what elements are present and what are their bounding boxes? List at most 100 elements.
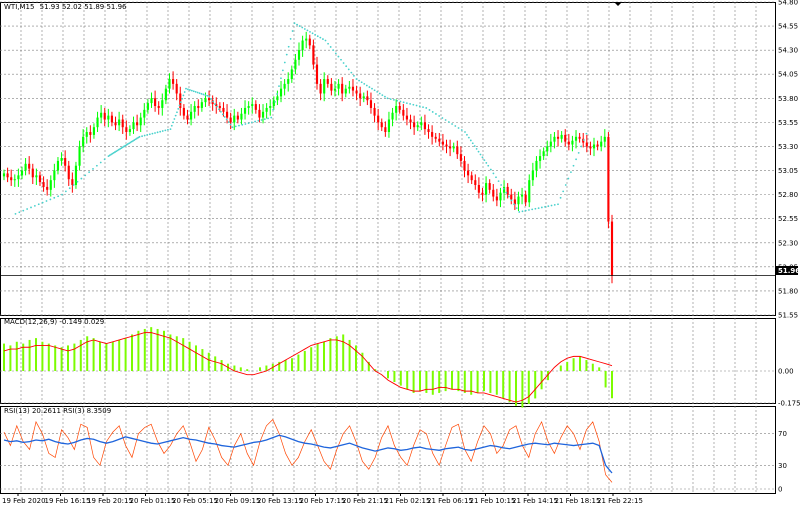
psar-dot <box>80 177 83 180</box>
psar-dot <box>393 99 395 101</box>
psar-dot <box>161 130 164 132</box>
psar-dot <box>365 84 368 87</box>
candle-body <box>402 109 405 116</box>
psar-dot <box>141 135 143 138</box>
psar-dot <box>110 153 112 156</box>
candle-body <box>229 117 232 123</box>
candle-body <box>384 127 387 133</box>
psar-dot <box>14 212 17 215</box>
psar-dot <box>181 97 184 100</box>
candle-body <box>560 134 563 139</box>
psar-dot <box>327 42 329 45</box>
candle-body <box>531 170 534 181</box>
candle-body <box>578 136 581 139</box>
psar-dot <box>412 103 415 106</box>
psar-dot <box>267 117 269 120</box>
time-tick-label: 21 Feb 10:15 <box>470 497 516 505</box>
psar-dot <box>422 106 424 109</box>
psar-dot <box>309 30 311 33</box>
candle-body <box>110 115 114 123</box>
candle-body <box>118 119 121 126</box>
candle-body <box>420 122 423 126</box>
psar-dot <box>126 143 129 145</box>
candle-body <box>423 122 426 130</box>
psar-dot <box>138 135 141 138</box>
candle-body <box>190 111 193 120</box>
candle-body <box>218 106 221 108</box>
psar-dot <box>332 49 335 52</box>
price-panel <box>0 2 775 284</box>
price-tick-label: 52.30 <box>778 239 798 247</box>
time-tick-label: 20 Feb 05:15 <box>172 497 218 505</box>
candle-body <box>391 112 394 120</box>
psar-dot <box>176 111 178 114</box>
psar-dot <box>389 98 392 101</box>
rsi3-line <box>3 418 613 483</box>
psar-dot <box>469 139 472 142</box>
time-tick-label: 20 Feb 17:15 <box>300 497 346 505</box>
candle-body <box>35 175 38 178</box>
psar-dot <box>298 25 301 27</box>
psar-dot <box>257 119 260 122</box>
candle-body <box>467 170 470 176</box>
psar-dot <box>505 191 508 194</box>
psar-dot <box>111 152 114 155</box>
psar-dot <box>524 209 527 212</box>
psar-dot <box>301 26 304 29</box>
psar-dot <box>495 176 497 179</box>
candle-body <box>470 175 473 181</box>
psar-dot <box>151 132 154 135</box>
candle-body <box>463 160 466 171</box>
candle-body <box>452 146 455 149</box>
psar-dot <box>508 195 510 198</box>
candle-body <box>215 104 218 107</box>
time-tick-label: 19 Feb 2020 <box>2 497 46 505</box>
candle-body <box>603 136 606 142</box>
psar-dot <box>444 119 447 121</box>
period-marker-icon <box>614 2 622 6</box>
candle-body <box>567 141 570 145</box>
price-tick-label: 52.80 <box>778 191 798 199</box>
candle-body <box>312 45 315 65</box>
psar-dot <box>92 168 94 170</box>
psar-dot <box>179 101 182 104</box>
candle-body <box>6 173 9 178</box>
psar-dot <box>172 121 174 124</box>
psar-dot <box>316 35 319 38</box>
psar-dot <box>99 161 102 164</box>
psar-dot <box>178 104 181 107</box>
time-tick-label: 21 Feb 18:15 <box>555 497 601 505</box>
psar-dot <box>399 100 402 103</box>
psar-dot <box>544 205 546 208</box>
candle-body <box>186 115 189 120</box>
candle-body <box>351 86 355 91</box>
psar-dot <box>254 120 257 123</box>
psar-dot <box>188 89 191 91</box>
candle-body <box>416 125 419 128</box>
psar-dot <box>103 158 106 161</box>
psar-dot <box>386 97 389 100</box>
psar-dot <box>454 125 457 127</box>
price-tick-label: 54.05 <box>778 71 798 79</box>
psar-dot <box>358 79 360 82</box>
psar-dot <box>206 94 209 97</box>
psar-dot <box>143 134 146 137</box>
candle-body <box>600 141 603 147</box>
candle-body <box>348 86 351 89</box>
candle-body <box>100 112 103 118</box>
psar-dot <box>276 93 278 95</box>
candle-body <box>434 136 437 139</box>
psar-dot <box>76 180 79 183</box>
psar-dot <box>531 208 534 211</box>
candle-body <box>225 111 229 118</box>
macd-frame <box>0 318 776 404</box>
psar-dot <box>466 133 468 136</box>
candle-body <box>359 93 362 99</box>
psar-dot <box>322 38 324 40</box>
candle-body <box>179 93 182 108</box>
candle-body <box>233 115 236 123</box>
last-price-tag: 51.96 <box>776 266 800 275</box>
psar-dot <box>575 158 577 161</box>
candle-body <box>517 196 520 205</box>
